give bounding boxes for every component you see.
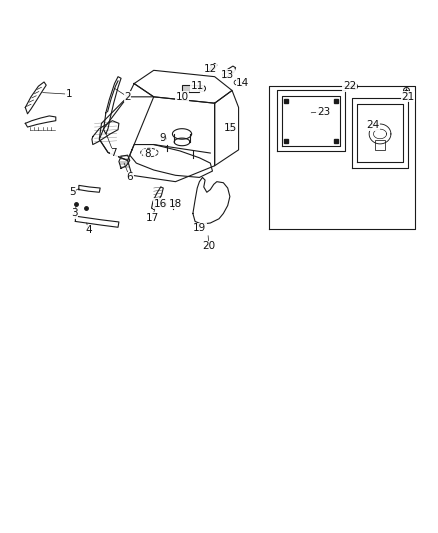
Text: 10: 10 xyxy=(176,92,189,102)
Text: 3: 3 xyxy=(71,208,78,219)
Text: 1: 1 xyxy=(66,89,72,99)
Text: 11: 11 xyxy=(191,81,204,91)
Text: 6: 6 xyxy=(127,172,133,182)
Bar xyxy=(375,140,385,150)
Text: 8: 8 xyxy=(144,149,151,159)
Text: 9: 9 xyxy=(159,133,166,143)
Text: 19: 19 xyxy=(193,223,206,233)
Text: 7: 7 xyxy=(110,148,117,158)
Text: 24: 24 xyxy=(366,120,379,131)
Text: 4: 4 xyxy=(85,225,92,236)
Text: 23: 23 xyxy=(317,107,330,117)
Text: 16: 16 xyxy=(154,199,167,209)
Text: 5: 5 xyxy=(69,187,76,197)
Text: 12: 12 xyxy=(204,64,217,74)
Text: 17: 17 xyxy=(146,213,159,223)
Text: 21: 21 xyxy=(402,92,415,102)
Text: 20: 20 xyxy=(202,241,215,252)
Bar xyxy=(182,85,198,92)
Text: 13: 13 xyxy=(221,70,234,79)
Text: 22: 22 xyxy=(343,81,356,91)
Text: 15: 15 xyxy=(224,123,237,133)
Text: 18: 18 xyxy=(169,199,182,209)
Text: 2: 2 xyxy=(124,92,131,102)
Text: 14: 14 xyxy=(237,77,250,87)
